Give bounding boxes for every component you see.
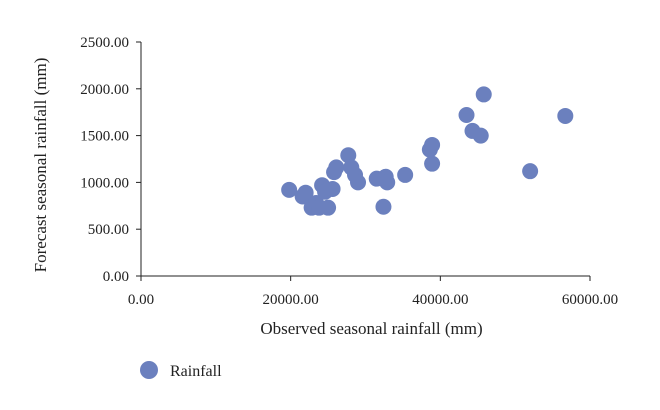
data-point: [320, 199, 337, 216]
data-point: [475, 86, 492, 103]
legend-marker: [140, 361, 158, 379]
y-tick-label: 0.00: [103, 269, 129, 285]
y-axis-title: Forecast seasonal rainfall (mm): [31, 58, 50, 273]
y-tick-label: 2000.00: [80, 82, 129, 98]
x-axis-ticks: 0.00 20000.00 40000.00 60000.00: [128, 276, 618, 308]
y-tick-label: 1500.00: [80, 129, 129, 145]
x-tick-label: 60000.00: [562, 292, 618, 308]
data-point: [375, 198, 392, 215]
legend: Rainfall: [140, 361, 222, 380]
y-tick-label: 2500.00: [80, 35, 129, 51]
data-point: [458, 107, 475, 124]
data-point: [522, 163, 539, 180]
data-point: [424, 155, 441, 172]
legend-label: Rainfall: [170, 363, 222, 380]
data-point: [324, 180, 341, 197]
data-point: [379, 174, 396, 191]
y-tick-label: 500.00: [88, 222, 129, 238]
x-axis-title: Observed seasonal rainfall (mm): [260, 319, 482, 338]
data-point: [340, 147, 357, 164]
y-axis-ticks: 0.00 500.00 1000.00 1500.00 2000.00 2500.00: [80, 35, 141, 285]
data-point: [328, 159, 345, 176]
x-tick-label: 40000.00: [412, 292, 468, 308]
data-point: [472, 127, 489, 144]
data-point: [281, 181, 298, 198]
data-point: [424, 136, 441, 153]
data-points: [281, 86, 574, 216]
data-point: [397, 166, 414, 183]
x-tick-label: 0.00: [128, 292, 154, 308]
data-point: [297, 184, 314, 201]
plot-area: 0.00 500.00 1000.00 1500.00 2000.00 2500.00 0…: [80, 35, 618, 308]
data-point: [557, 107, 574, 124]
x-tick-label: 20000.00: [263, 292, 319, 308]
y-tick-label: 1000.00: [80, 175, 129, 191]
data-point: [350, 174, 367, 191]
